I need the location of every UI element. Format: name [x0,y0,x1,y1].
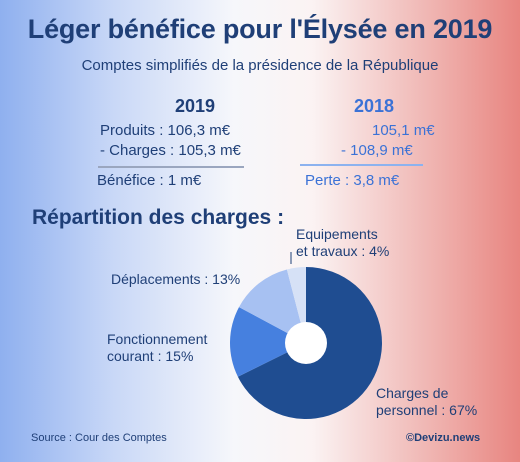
charges-2019: - Charges : 105,3 m€ [100,142,241,159]
divider-2019 [98,166,244,168]
label-equipements-line1: Equipements [296,226,378,242]
label-deplacements-line1: Déplacements : 13% [111,271,241,287]
year-2018-heading: 2018 [354,96,395,116]
label-deplacements: Déplacements : 13% [111,271,240,288]
label-fonctionnement-line1: Fonctionnement [107,331,208,347]
label-fonctionnement-line2: courant : 15% [107,348,194,364]
year-2019-heading: 2019 [175,96,216,116]
divider-2018 [300,164,423,166]
result-2019: Bénéfice : 1 m€ [97,172,202,189]
pie-slice-2 [239,269,306,343]
result-2018: Perte : 3,8 m€ [305,172,400,189]
revenue-2018: 105,1 m€ [372,122,435,139]
subtitle: Comptes simplifiés de la présidence de l… [81,57,439,74]
page-title: Léger bénéfice pour l'Élysée en 2019 [27,14,493,44]
label-fonctionnement: Fonctionnement courant : 15% [107,331,207,365]
source-note: Source : Cour des Comptes [31,432,167,444]
label-personnel-line2: personnel : 67% [376,402,478,418]
label-equipements: Equipements et travaux : 4% [296,226,389,260]
chart-title: Répartition des charges : [32,206,285,229]
label-personnel-line1: Charges de [376,385,449,401]
brand-credit: ©Devizu.news [406,432,481,444]
label-personnel: Charges de personnel : 67% [376,385,477,419]
label-equipements-line2: et travaux : 4% [296,243,390,259]
charges-2018: - 108,9 m€ [341,142,413,159]
revenue-2019: Produits : 106,3 m€ [100,122,231,139]
pie-center-hole [285,322,327,364]
pie-slice-1 [229,307,306,377]
